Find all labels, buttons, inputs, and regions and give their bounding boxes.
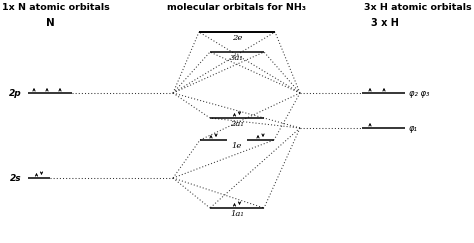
Text: φ₂ φ₃: φ₂ φ₃ [409, 88, 429, 97]
Text: 2s: 2s [10, 174, 22, 182]
Text: N: N [46, 18, 55, 28]
Text: 2e: 2e [232, 34, 242, 42]
Text: φ₁: φ₁ [409, 123, 418, 132]
Text: 2p: 2p [9, 88, 22, 97]
Text: 1a₁: 1a₁ [230, 209, 244, 217]
Text: 3 x H: 3 x H [371, 18, 399, 28]
Text: molecular orbitals for NH₃: molecular orbitals for NH₃ [167, 3, 307, 12]
Text: 2a₁: 2a₁ [230, 120, 244, 128]
Text: 3x H atomic orbitals: 3x H atomic orbitals [365, 3, 472, 12]
Text: 1e: 1e [232, 141, 242, 149]
Text: 3a₁: 3a₁ [230, 53, 244, 61]
Text: 1x N atomic orbitals: 1x N atomic orbitals [2, 3, 110, 12]
